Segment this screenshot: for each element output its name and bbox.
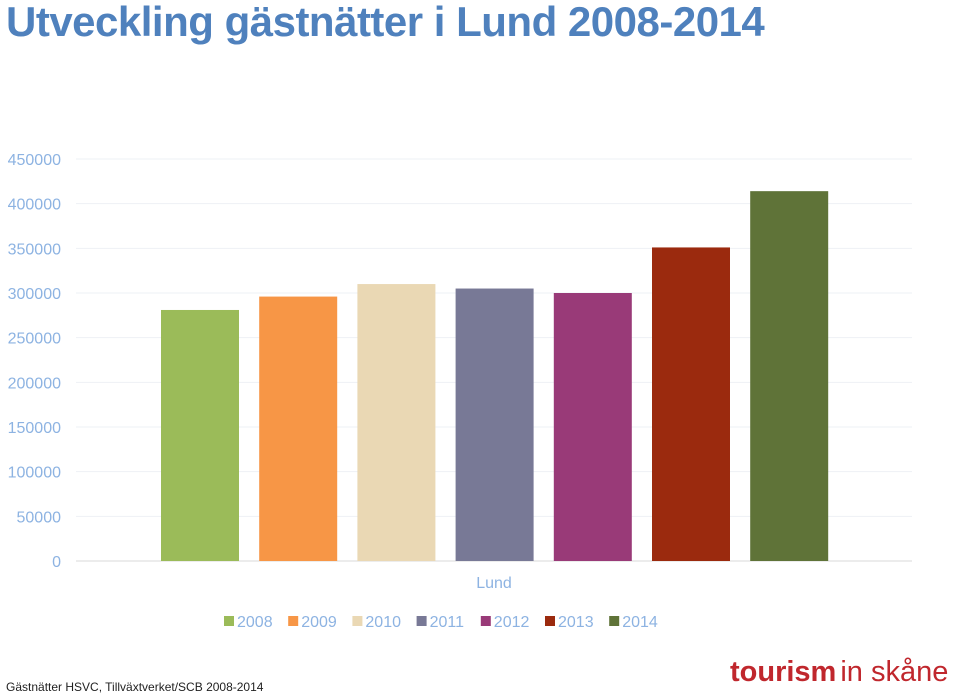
y-tick-label-200000: 200000 xyxy=(8,375,61,392)
bar-2008 xyxy=(161,309,239,561)
bars xyxy=(161,191,829,561)
legend-swatch-2014 xyxy=(609,616,620,626)
y-tick-label-250000: 250000 xyxy=(8,331,61,348)
y-tick-label-100000: 100000 xyxy=(8,465,61,482)
bar-2010 xyxy=(357,284,436,561)
legend-swatch-2009 xyxy=(288,616,299,626)
legend-label-2008: 2008 xyxy=(237,614,273,631)
logo-text-tourism: tourism xyxy=(730,656,837,688)
legend-swatch-2012 xyxy=(480,616,491,626)
bar-2009 xyxy=(259,296,338,561)
tourism-in-skane-logo: tourism in skåne xyxy=(730,652,948,692)
bar-2013 xyxy=(652,247,730,561)
source-note: Gästnätter HSVC, Tillväxtverket/SCB 2008… xyxy=(6,680,264,694)
legend-label-2014: 2014 xyxy=(622,614,658,631)
legend-swatch-2010 xyxy=(352,616,363,626)
legend-label-2010: 2010 xyxy=(365,614,401,631)
y-tick-label-300000: 300000 xyxy=(8,286,61,303)
bar-2012 xyxy=(553,293,632,561)
legend-label-2012: 2012 xyxy=(494,614,530,631)
legend-swatch-2013 xyxy=(545,616,555,626)
logo-text-in-skane: in skåne xyxy=(840,656,949,688)
y-tick-label-450000: 450000 xyxy=(8,152,61,169)
legend-label-2011: 2011 xyxy=(430,614,465,631)
y-axis-ticks: 0 50000 100000 150000 200000 250000 300000 3500… xyxy=(8,152,61,571)
y-tick-label-150000: 150000 xyxy=(8,420,61,437)
bar-2014 xyxy=(750,191,829,561)
legend-swatch-2008 xyxy=(224,616,234,626)
y-tick-label-0: 0 xyxy=(52,554,61,571)
legend-label-2009: 2009 xyxy=(301,614,337,631)
y-tick-label-350000: 350000 xyxy=(8,241,61,258)
legend-swatch-2011 xyxy=(416,616,427,626)
y-tick-label-50000: 50000 xyxy=(17,509,62,526)
legend: 2008 2009 2010 2011 2012 2013 2014 xyxy=(224,614,658,631)
y-tick-label-400000: 400000 xyxy=(8,197,61,214)
category-label-lund: Lund xyxy=(476,575,512,592)
bar-2011 xyxy=(455,288,534,561)
page-title: Utveckling gästnätter i Lund 2008-2014 xyxy=(6,0,765,45)
legend-label-2013: 2013 xyxy=(558,614,594,631)
x-axis-categories: Lund xyxy=(476,575,512,592)
